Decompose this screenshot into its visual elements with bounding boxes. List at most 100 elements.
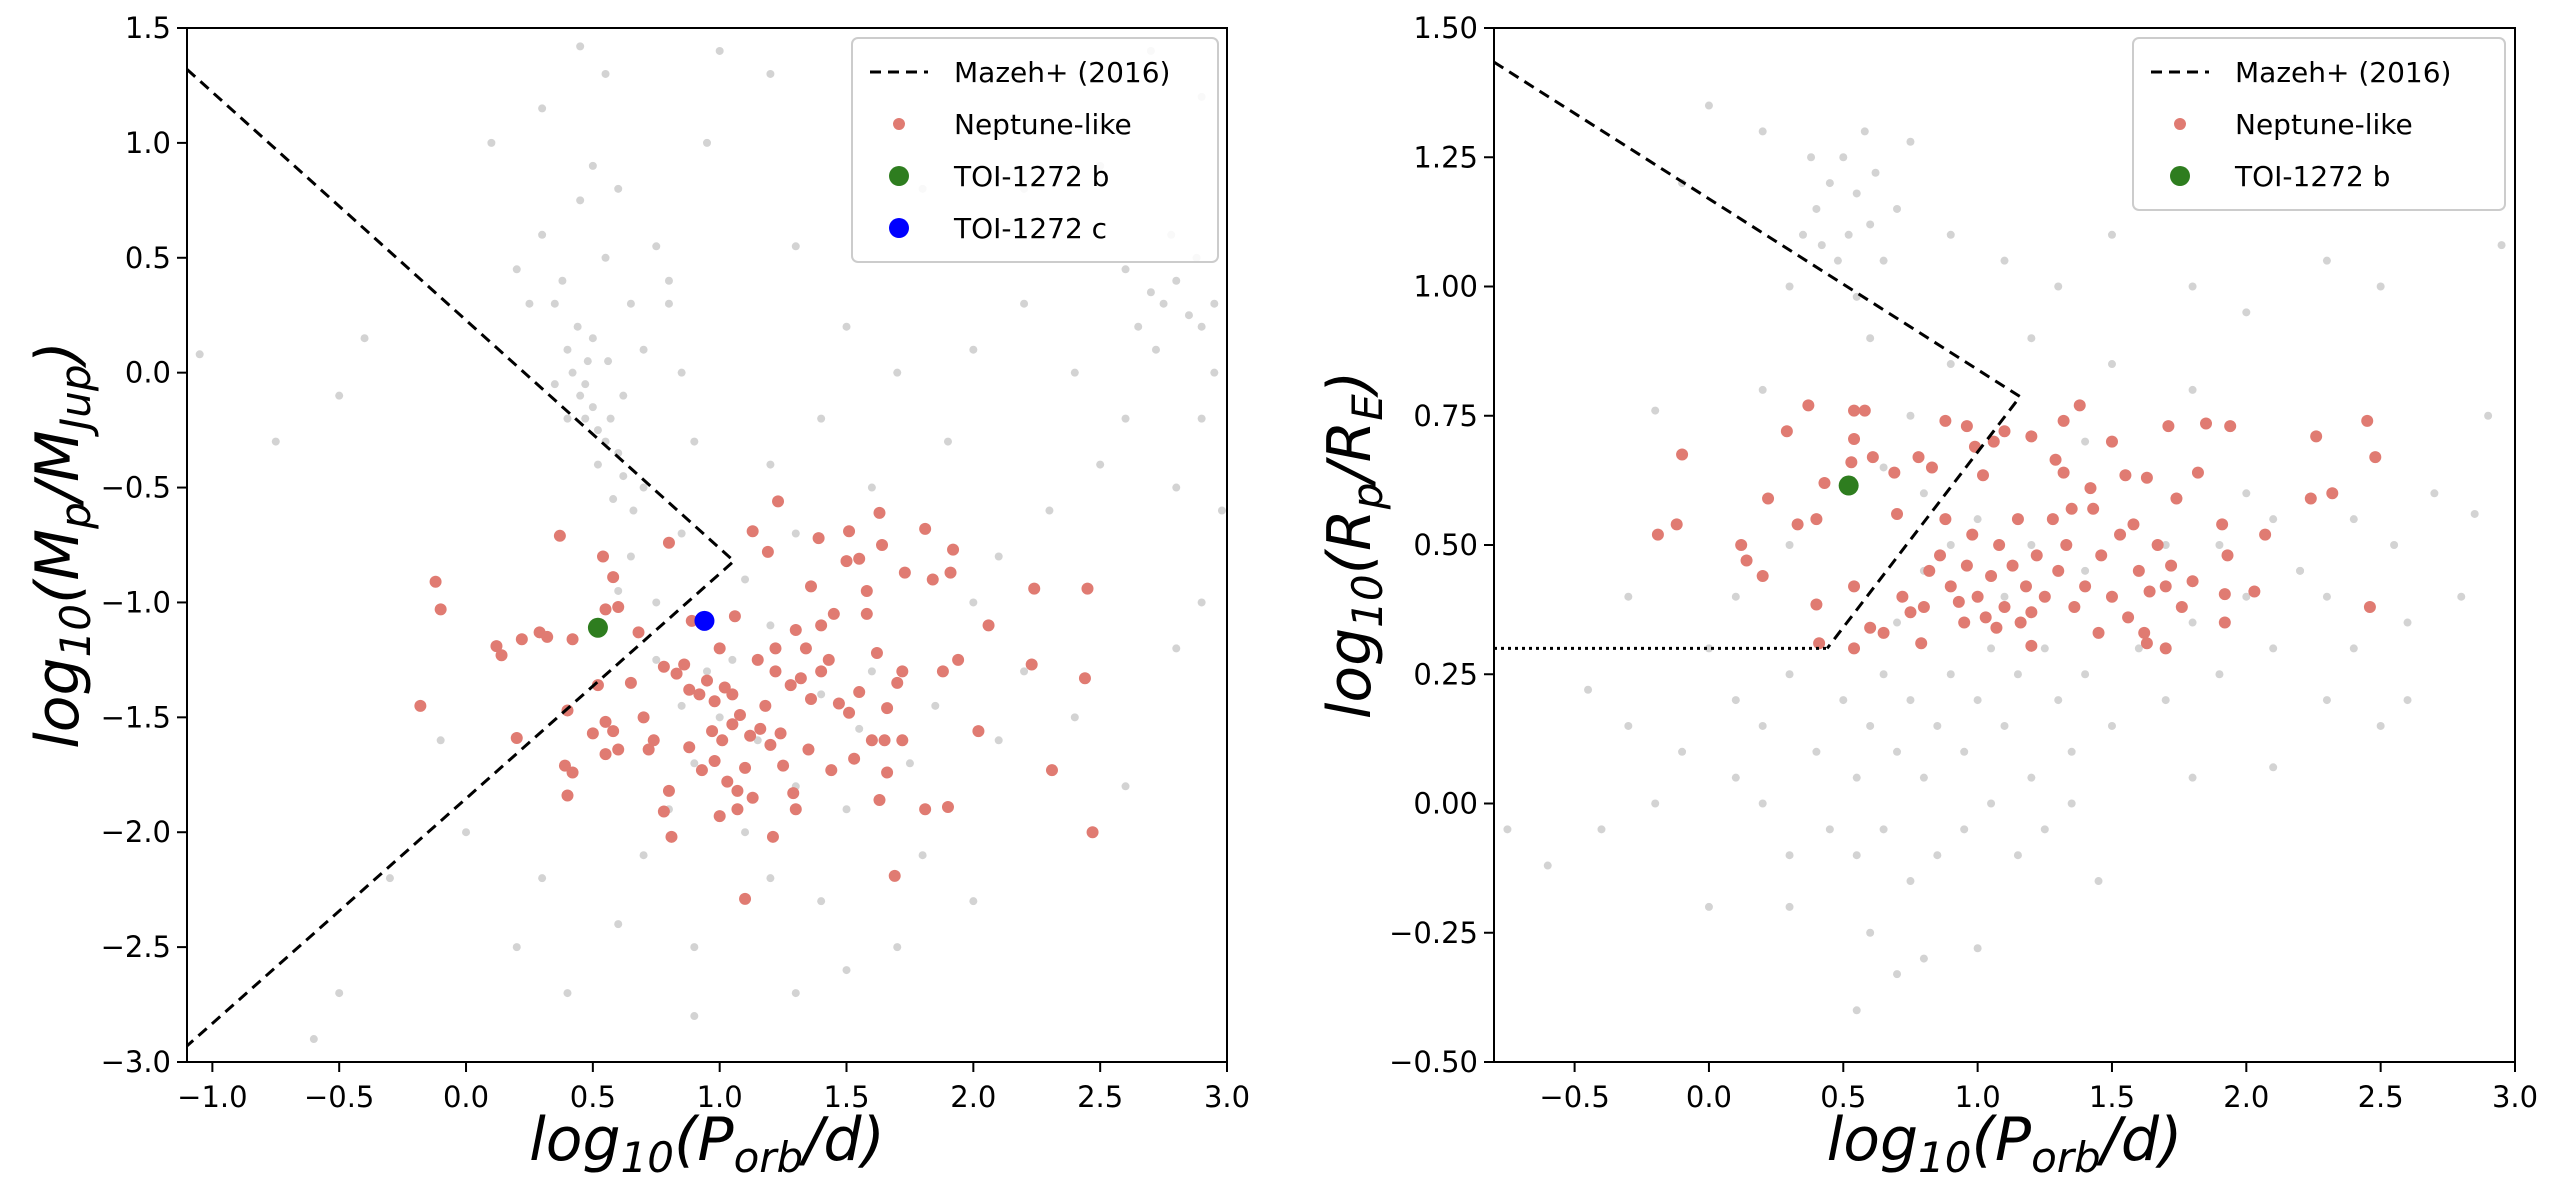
data-point: [1756, 570, 1769, 583]
data-point: [683, 683, 696, 696]
data-point: [690, 759, 699, 768]
data-point: [2403, 696, 2412, 705]
series-toi-1272-b: [1838, 475, 1859, 496]
data-point: [1864, 621, 1877, 634]
data-point: [2161, 696, 2170, 705]
data-point: [878, 734, 891, 747]
data-point: [2079, 580, 2092, 593]
data-point: [1973, 515, 1982, 524]
data-point: [2067, 799, 2076, 808]
data-point: [652, 242, 661, 251]
axis-label-part: Jup: [51, 364, 100, 437]
data-point: [495, 649, 508, 662]
data-point: [2376, 282, 2385, 291]
data-point: [715, 713, 724, 722]
data-point: [2040, 825, 2049, 834]
y-axis-label: log10(Rp/RE): [1315, 371, 1392, 720]
data-point: [2138, 626, 2151, 639]
data-point: [1879, 670, 1888, 679]
data-point: [1172, 276, 1181, 285]
x-tick-label: 1.0: [1955, 1080, 2001, 1114]
data-point: [587, 617, 608, 638]
data-point: [647, 734, 660, 747]
data-point: [2162, 420, 2175, 433]
data-point: [1818, 476, 1831, 489]
data-point: [1197, 322, 1206, 331]
data-point: [1081, 582, 1094, 595]
data-point: [1086, 826, 1099, 839]
data-point: [2304, 492, 2317, 505]
data-point: [2221, 549, 2234, 562]
data-point: [670, 667, 683, 680]
data-point: [1844, 230, 1853, 239]
legend-marker-icon: [889, 166, 909, 186]
data-point: [982, 619, 995, 632]
data-point: [581, 414, 590, 423]
data-point: [2040, 644, 2049, 653]
data-point: [1946, 670, 1955, 679]
data-point: [1877, 626, 1890, 639]
data-point: [896, 665, 909, 678]
x-tick-label: −0.5: [304, 1080, 374, 1114]
data-point: [1896, 590, 1909, 603]
data-point: [566, 633, 579, 646]
data-point: [606, 414, 615, 423]
x-tick-label: 2.0: [2223, 1080, 2269, 1114]
data-point: [2087, 502, 2100, 515]
data-point: [678, 658, 691, 671]
data-point: [2161, 541, 2170, 549]
series-background: [195, 42, 1226, 1044]
data-point: [1798, 230, 1807, 239]
data-point: [817, 897, 826, 906]
data-point: [784, 679, 797, 692]
x-axis-label: log10(Porb/d): [529, 1105, 885, 1180]
axis-label-part: log: [23, 657, 93, 748]
data-point: [657, 660, 670, 673]
data-point: [733, 709, 746, 722]
data-point: [870, 646, 883, 659]
data-point: [860, 607, 873, 620]
data-point: [593, 460, 602, 469]
data-point: [685, 614, 698, 627]
data-point: [766, 874, 775, 883]
mazeh-boundary-line: [185, 68, 737, 1048]
y-tick-label: 0.50: [1413, 528, 1478, 562]
x-tick-label: 0.5: [1820, 1080, 1866, 1114]
data-point: [1934, 549, 1947, 562]
data-point: [1848, 580, 1861, 593]
data-point: [1919, 954, 1928, 963]
data-point: [1833, 256, 1842, 265]
axis-label-part: E: [1343, 394, 1392, 421]
data-point: [817, 414, 826, 423]
data-point: [2014, 616, 2027, 629]
data-point: [1704, 902, 1713, 911]
data-point: [1735, 539, 1748, 551]
data-point: [2457, 592, 2466, 601]
data-point: [842, 805, 851, 814]
data-point: [599, 748, 612, 761]
axis-label-part: /d): [798, 1105, 885, 1175]
x-tick-label: 2.5: [1077, 1080, 1123, 1114]
x-tick-label: 3.0: [1204, 1080, 1250, 1114]
data-point: [2269, 644, 2278, 653]
axis-label-part: (P: [674, 1105, 734, 1175]
data-point: [713, 642, 726, 655]
data-point: [2269, 515, 2278, 524]
data-point: [919, 522, 932, 535]
data-point: [1813, 637, 1826, 650]
data-point: [1670, 518, 1683, 531]
data-point: [2369, 451, 2382, 464]
data-point: [1810, 513, 1823, 526]
data-point: [739, 892, 752, 905]
data-point: [2218, 616, 2231, 629]
data-point: [1146, 288, 1155, 297]
data-point: [490, 640, 503, 653]
axis-label-part: (M: [23, 529, 93, 604]
data-point: [550, 380, 559, 389]
data-point: [2215, 541, 2224, 549]
data-point: [510, 732, 523, 745]
y-tick-label: 1.00: [1413, 270, 1478, 304]
legend-marker-icon: [889, 218, 909, 238]
data-point: [994, 552, 1003, 561]
data-point: [952, 653, 965, 666]
